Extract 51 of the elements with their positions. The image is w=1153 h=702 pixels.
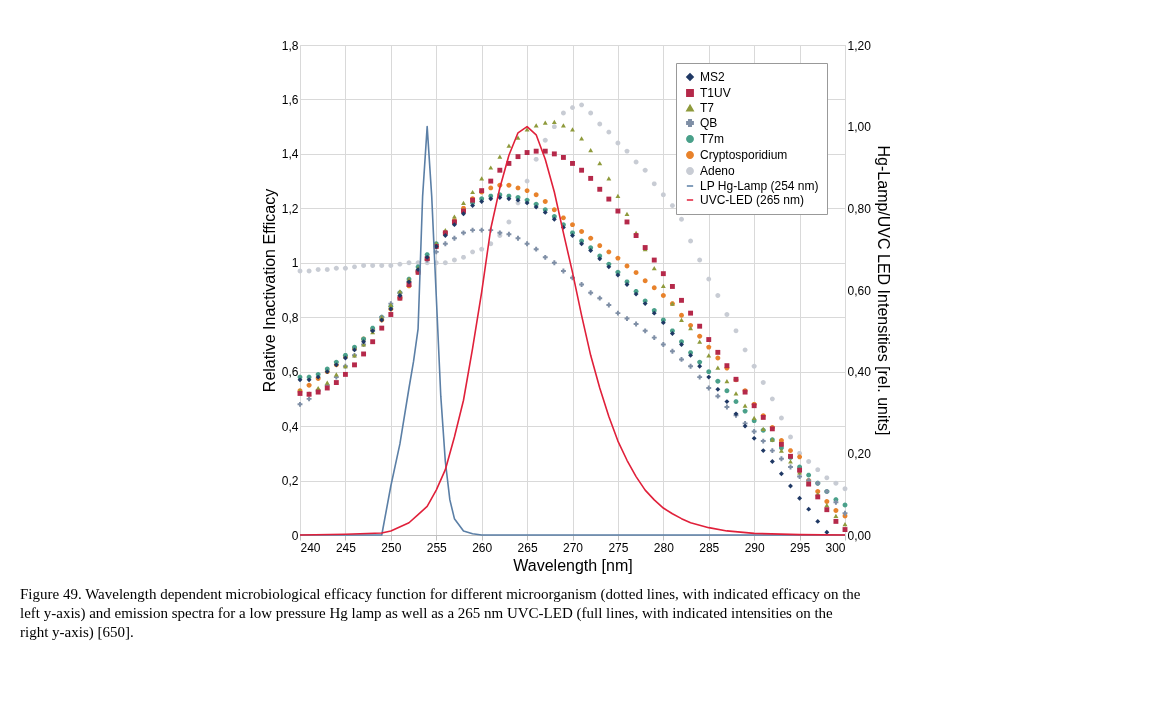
y-tick-label: 1,6 xyxy=(281,92,299,107)
y2-tick-label: 0,20 xyxy=(847,446,872,461)
y-tick-label: 1,4 xyxy=(281,147,299,162)
y2-tick-label: 0,40 xyxy=(847,365,872,380)
x-tick-label: 260 xyxy=(472,540,493,555)
y2-tick-label: 0,80 xyxy=(847,201,872,216)
y2-tick-label: 1,20 xyxy=(847,38,872,53)
point xyxy=(760,448,766,454)
x-tick-label: 240 xyxy=(300,540,321,555)
x-tick-label: 300 xyxy=(825,540,846,555)
y2-tick-label: 1,00 xyxy=(847,120,872,135)
x-axis-title: Wavelength [nm] xyxy=(513,556,633,574)
x-tick-label: 250 xyxy=(381,540,402,555)
point xyxy=(815,518,821,524)
legend-label: LP Hg-Lamp (254 nm) xyxy=(700,179,819,193)
caption: Figure 49. Wavelength dependent microbiological efficacy function for different microorganism (dotted lines, with indicated efficacy on the left y-axis) and emission spectra for a low pressure Hg lamp as well as a 265 nm UVC-LED (full lines, with indicated intensities on the right y-axis) [650]. xyxy=(20,586,861,641)
y-axis-title: Relative Inactivation Efficacy xyxy=(260,188,278,393)
y2-axis-title: Hg-Lamp/UVC LED Intensities [rel. units] xyxy=(874,145,892,436)
y-tick-label: 0,2 xyxy=(281,474,299,489)
x-tick-label: 275 xyxy=(608,540,629,555)
y-tick-label: 1,8 xyxy=(281,38,299,53)
x-tick-label: 255 xyxy=(426,540,448,555)
x-tick-label: 285 xyxy=(699,540,720,555)
y-tick-label: 0 xyxy=(291,528,299,543)
legend-label: UVC-LED (265 nm) xyxy=(700,193,805,207)
x-tick-label: 280 xyxy=(653,540,675,555)
point xyxy=(706,374,712,380)
y2-tick-label: 0,00 xyxy=(847,528,872,543)
legend-label: QB xyxy=(700,116,718,130)
y-tick-label: 0,8 xyxy=(281,310,299,325)
y2-tick-label: 0,60 xyxy=(847,283,872,298)
x-tick-label: 265 xyxy=(517,540,538,555)
point xyxy=(778,471,784,477)
y-tick-label: 1 xyxy=(291,256,299,271)
legend-label: Adeno xyxy=(700,164,736,178)
point xyxy=(797,495,803,501)
x-tick-label: 295 xyxy=(790,540,811,555)
legend-label: Cryptosporidium xyxy=(700,148,788,162)
point xyxy=(697,363,703,369)
x-tick-label: 245 xyxy=(335,540,357,555)
x-tick-label: 270 xyxy=(562,540,584,555)
x-tick-label: 290 xyxy=(744,540,765,555)
y-tick-label: 0,6 xyxy=(281,365,299,380)
point xyxy=(769,459,775,464)
legend-label: T7m xyxy=(700,132,724,146)
legend-label: MS2 xyxy=(700,70,725,84)
legend-label: T7 xyxy=(700,101,715,115)
y-tick-label: 1,2 xyxy=(281,201,299,216)
legend-label: T1UV xyxy=(700,86,731,100)
y-tick-label: 0,4 xyxy=(281,419,299,434)
point xyxy=(824,529,830,535)
